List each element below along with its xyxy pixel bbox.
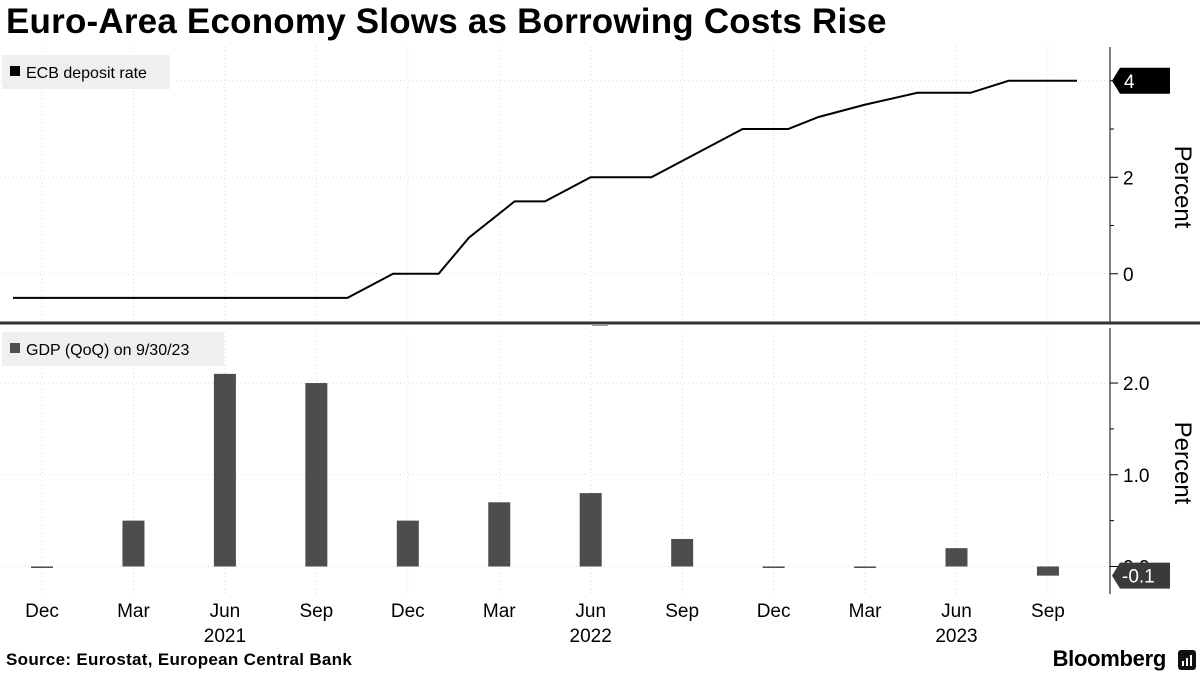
x-month-label: Sep: [1031, 601, 1065, 622]
gdp-bar: [213, 373, 236, 567]
top-legend-swatch: [10, 66, 20, 76]
x-month-label: Jun: [941, 601, 972, 622]
ecb-deposit-rate-line: [13, 79, 1077, 299]
bottom-legend-swatch: [10, 343, 20, 353]
bloomberg-terminal-icon: [1178, 650, 1196, 670]
source-note: Source: Eurostat, European Central Bank: [6, 650, 353, 669]
x-month-label: Sep: [665, 601, 699, 622]
x-month-label: Dec: [391, 601, 425, 622]
gdp-bar: [396, 520, 419, 567]
top-y-tick-label: 0: [1123, 265, 1134, 286]
bottom-legend-label: GDP (QoQ) on 9/30/23: [26, 342, 189, 359]
bottom-y-axis-label: Percent: [1169, 422, 1196, 505]
top-y-tick-label: 2: [1123, 168, 1134, 189]
top-y-axis-label: Percent: [1169, 146, 1196, 229]
x-year-label: 2021: [204, 626, 246, 647]
gdp-bar: [122, 520, 145, 567]
x-month-label: Mar: [483, 601, 516, 622]
gdp-bar: [579, 493, 602, 567]
top-last-value-label: 4: [1124, 72, 1135, 93]
gdp-bar: [1036, 566, 1059, 576]
gdp-bar: [31, 566, 53, 568]
bottom-y-tick-label: 1.0: [1123, 466, 1149, 487]
top-last-value-tag: [1112, 67, 1170, 94]
x-month-label: Jun: [575, 601, 606, 622]
chart-title: Euro-Area Economy Slows as Borrowing Cos…: [6, 2, 887, 41]
bloomberg-logo-text: Bloomberg: [1052, 646, 1167, 671]
x-month-label: Jun: [210, 601, 241, 622]
x-month-label: Dec: [25, 601, 59, 622]
gdp-bar: [762, 566, 785, 568]
x-month-label: Sep: [299, 601, 333, 622]
x-year-label: 2022: [570, 626, 612, 647]
bottom-last-value-tag: [1112, 562, 1170, 589]
x-month-label: Mar: [117, 601, 150, 622]
gdp-bar: [945, 548, 968, 567]
bottom-legend-box: [2, 332, 224, 366]
top-legend-box: [2, 55, 170, 89]
x-month-label: Dec: [757, 601, 791, 622]
gdp-bar: [488, 502, 511, 567]
x-month-label: Mar: [849, 601, 882, 622]
top-legend-label: ECB deposit rate: [26, 65, 147, 82]
gdp-bar: [854, 566, 877, 568]
bottom-y-tick-label: 2.0: [1123, 374, 1149, 395]
x-year-label: 2023: [935, 626, 977, 647]
bottom-last-value-label: -0.1: [1122, 567, 1155, 588]
gdp-bar: [305, 383, 328, 567]
gdp-bar: [671, 538, 694, 567]
